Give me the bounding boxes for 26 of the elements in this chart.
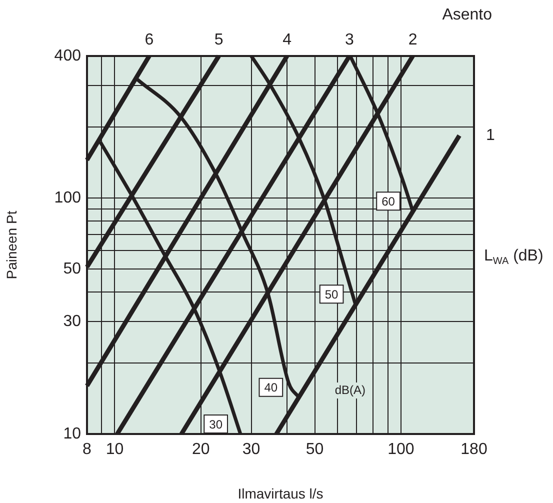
y-tick-label: 50 <box>63 260 82 278</box>
x-tick-label: 100 <box>388 441 414 458</box>
series-label: 5 <box>214 31 224 48</box>
y-tick-label: 10 <box>63 425 82 442</box>
series-label: 4 <box>282 31 292 48</box>
x-tick-label: 30 <box>242 441 260 458</box>
series-label: 40 <box>264 380 278 395</box>
y-axis-title: Paineen Pt <box>3 210 20 280</box>
series-label: 60 <box>382 194 396 208</box>
x-axis-title: Ilmavirtaus l/s <box>238 485 324 502</box>
y-tick-label: 100 <box>54 189 82 206</box>
series-label: 1 <box>486 126 495 144</box>
x-tick-label: 10 <box>106 441 124 458</box>
series-label: 2 <box>408 31 418 48</box>
series-label: 6 <box>144 31 154 48</box>
x-tick-label: 20 <box>192 441 210 458</box>
series-label: 30 <box>209 417 223 432</box>
x-tick-label: 50 <box>306 441 324 458</box>
x-tick-label: 180 <box>460 441 488 458</box>
text: Asento <box>442 6 492 24</box>
y-tick-label: 30 <box>63 312 82 330</box>
x-tick-label: 8 <box>82 441 92 458</box>
y-tick-label: 400 <box>54 47 82 64</box>
series-label: 50 <box>324 287 339 302</box>
series-label: 3 <box>345 31 354 48</box>
annotation: dB(A) <box>334 382 366 397</box>
